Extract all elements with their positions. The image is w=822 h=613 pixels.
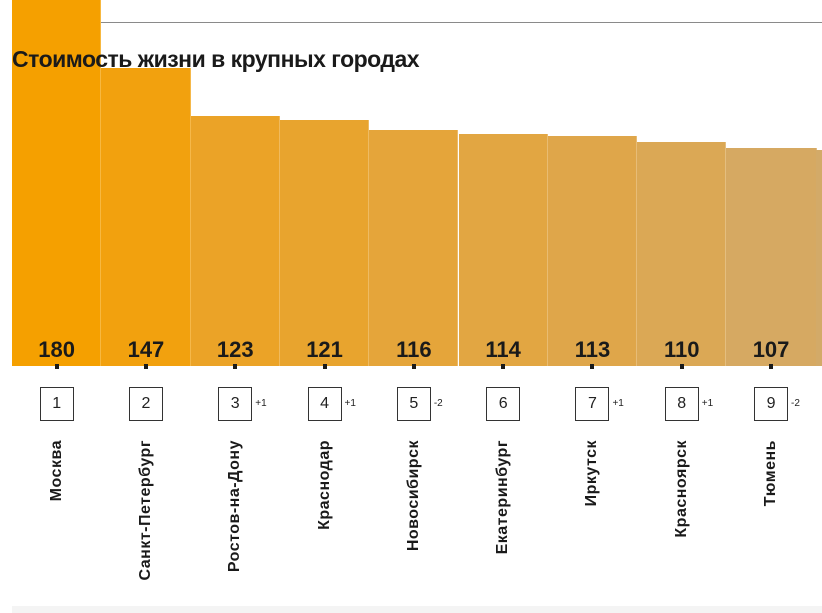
bar-value-label: 123 bbox=[216, 337, 254, 362]
rank-change: +1 bbox=[612, 398, 624, 409]
top-divider bbox=[100, 22, 822, 23]
rank-change: -2 bbox=[433, 398, 443, 409]
tick-mark bbox=[769, 364, 774, 369]
tick-mark bbox=[322, 364, 327, 369]
bar-value-label: 147 bbox=[127, 337, 165, 362]
tick-mark bbox=[501, 364, 506, 369]
city-label: Краснодар bbox=[315, 440, 333, 530]
rank-change: +1 bbox=[344, 398, 356, 409]
bar bbox=[726, 148, 817, 366]
city-label: Тюмень bbox=[762, 440, 780, 507]
city-label: Иркутск bbox=[583, 440, 601, 507]
rank-box: 9 bbox=[754, 387, 789, 421]
chart-title: Стоимость жизни в крупных городах bbox=[12, 46, 420, 72]
tick-mark bbox=[411, 364, 416, 369]
rank-box: 3 bbox=[218, 387, 253, 421]
tick-mark bbox=[54, 364, 59, 369]
city-label: Новосибирск bbox=[404, 440, 422, 552]
bar bbox=[12, 0, 102, 366]
rank-box: 7 bbox=[575, 387, 610, 421]
bar bbox=[101, 68, 191, 366]
city-label: Екатеринбург bbox=[494, 440, 512, 555]
rank-change: +1 bbox=[701, 398, 714, 409]
bar-value-label: 180 bbox=[38, 337, 75, 362]
rank-change: -2 bbox=[791, 398, 800, 409]
rank-box: 4 bbox=[307, 387, 342, 421]
rank-box: 5 bbox=[396, 387, 431, 421]
rank-box: 1 bbox=[39, 387, 74, 421]
rank-box: 8 bbox=[664, 387, 699, 421]
tick-mark bbox=[233, 364, 238, 369]
rank-box: 6 bbox=[486, 387, 521, 421]
bar-value-label: 121 bbox=[306, 337, 343, 362]
tick-mark bbox=[143, 364, 148, 369]
bar bbox=[458, 134, 548, 366]
rank-box: 2 bbox=[128, 387, 163, 421]
bar-value-label: 107 bbox=[752, 337, 790, 362]
city-label: Москва bbox=[47, 440, 65, 502]
bar-partial bbox=[815, 150, 822, 366]
bar bbox=[190, 116, 280, 366]
bar bbox=[279, 120, 370, 366]
tick-mark bbox=[679, 364, 684, 369]
footer-strip bbox=[12, 606, 822, 613]
city-label: Ростов-на-Дону bbox=[226, 440, 244, 573]
bar-value-label: 116 bbox=[396, 337, 432, 362]
bar-value-label: 110 bbox=[664, 337, 700, 362]
rank-change: +1 bbox=[255, 398, 267, 409]
city-label: Красноярск bbox=[672, 440, 690, 538]
bar-value-label: 114 bbox=[485, 337, 521, 362]
bar-value-label: 113 bbox=[574, 337, 611, 362]
bar bbox=[637, 142, 727, 366]
city-label: Санкт-Петербург bbox=[136, 440, 154, 581]
bar bbox=[547, 136, 638, 366]
tick-mark bbox=[590, 364, 595, 369]
bar bbox=[369, 130, 459, 366]
